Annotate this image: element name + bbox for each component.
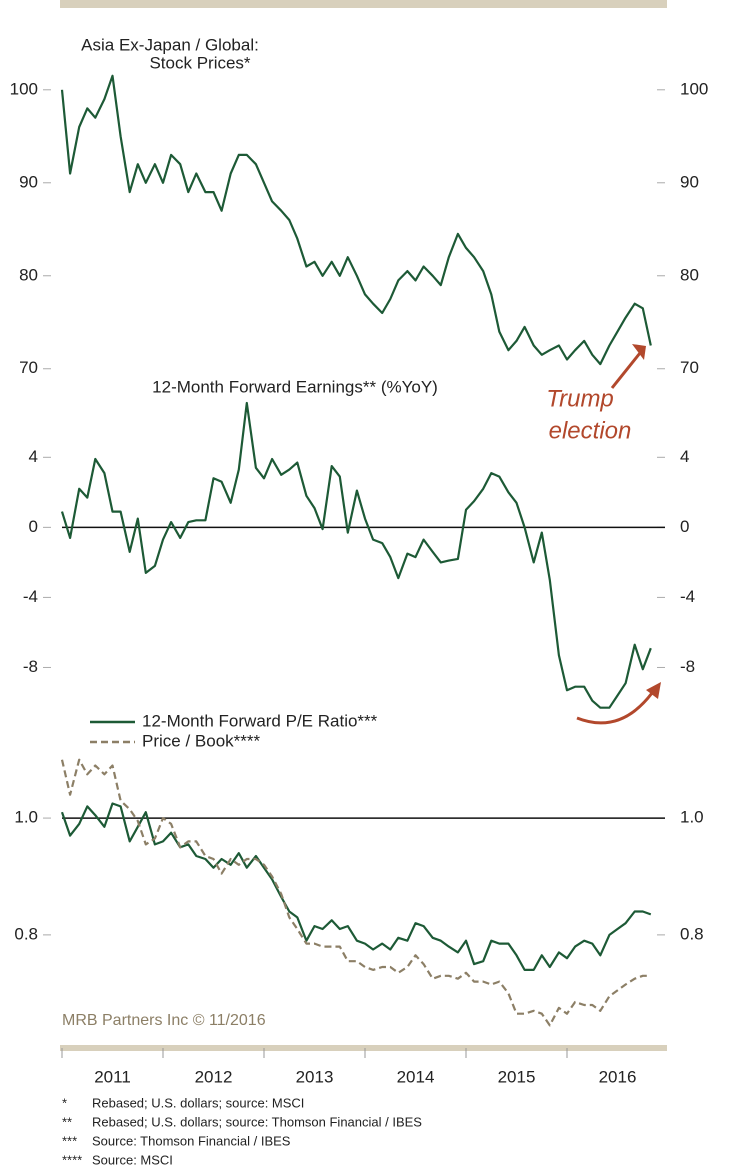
y-tick-label-right: 1.0 — [680, 808, 704, 827]
panel-title: Asia Ex-Japan / Global: — [81, 35, 259, 54]
x-tick-label: 2011 — [94, 1067, 131, 1086]
arrow-head — [646, 682, 661, 699]
y-tick-label-right: 70 — [680, 358, 699, 377]
footnote-mark: * — [62, 1095, 67, 1110]
series-line — [60, 74, 652, 366]
y-tick-label: 100 — [10, 79, 38, 98]
y-tick-label: 4 — [29, 447, 38, 466]
footnote: Rebased; U.S. dollars; source: Thomson F… — [92, 1114, 422, 1129]
series-line — [60, 758, 651, 1027]
panel-title: 12-Month Forward Earnings** (%YoY) — [152, 377, 438, 396]
source: MRB Partners Inc © 11/2016 — [62, 1012, 266, 1029]
annotation: election — [549, 417, 632, 444]
arrow — [610, 352, 642, 389]
y-tick-label-right: -8 — [680, 657, 695, 676]
y-tick-label-right: 0.8 — [680, 924, 704, 943]
x-tick-label: 2014 — [397, 1067, 435, 1086]
y-tick-label: 90 — [19, 172, 38, 191]
annotation: Trump — [546, 385, 614, 412]
legend-label: Price / Book**** — [142, 731, 260, 750]
y-tick-label: 1.0 — [14, 808, 38, 827]
footnote: Source: Thomson Financial / IBES — [92, 1133, 291, 1148]
x-tick-label: 2013 — [296, 1067, 334, 1086]
series-line — [60, 401, 652, 709]
y-tick-label-right: 90 — [680, 172, 699, 191]
legend-label: 12-Month Forward P/E Ratio*** — [142, 711, 378, 730]
footnote-mark: ** — [62, 1114, 72, 1129]
arrow — [576, 692, 654, 725]
series-line — [60, 802, 652, 971]
y-tick-label: -4 — [23, 587, 38, 606]
x-tick-label: 2012 — [195, 1067, 233, 1086]
y-tick-label-right: 4 — [680, 447, 689, 466]
y-tick-label-right: 0 — [680, 517, 689, 536]
x-tick-label: 2016 — [599, 1067, 637, 1086]
y-tick-label-right: -4 — [680, 587, 695, 606]
x-axis-bar — [60, 1045, 667, 1051]
y-tick-label: 0.8 — [14, 924, 38, 943]
y-tick-label: 70 — [19, 358, 38, 377]
y-tick-label: -8 — [23, 657, 38, 676]
y-tick-label-right: 80 — [680, 265, 699, 284]
footnote-mark: *** — [62, 1133, 77, 1148]
y-tick-label-right: 100 — [680, 79, 708, 98]
x-tick-label: 2015 — [498, 1067, 536, 1086]
footnote-mark: **** — [62, 1152, 82, 1167]
footnote: Source: MSCI — [92, 1152, 173, 1167]
top-bar — [60, 0, 667, 8]
footnote: Rebased; U.S. dollars; source: MSCI — [92, 1095, 304, 1110]
y-tick-label: 80 — [19, 265, 38, 284]
panel-title: Stock Prices* — [149, 53, 250, 72]
y-tick-label: 0 — [29, 517, 38, 536]
arrow-head — [632, 344, 646, 360]
